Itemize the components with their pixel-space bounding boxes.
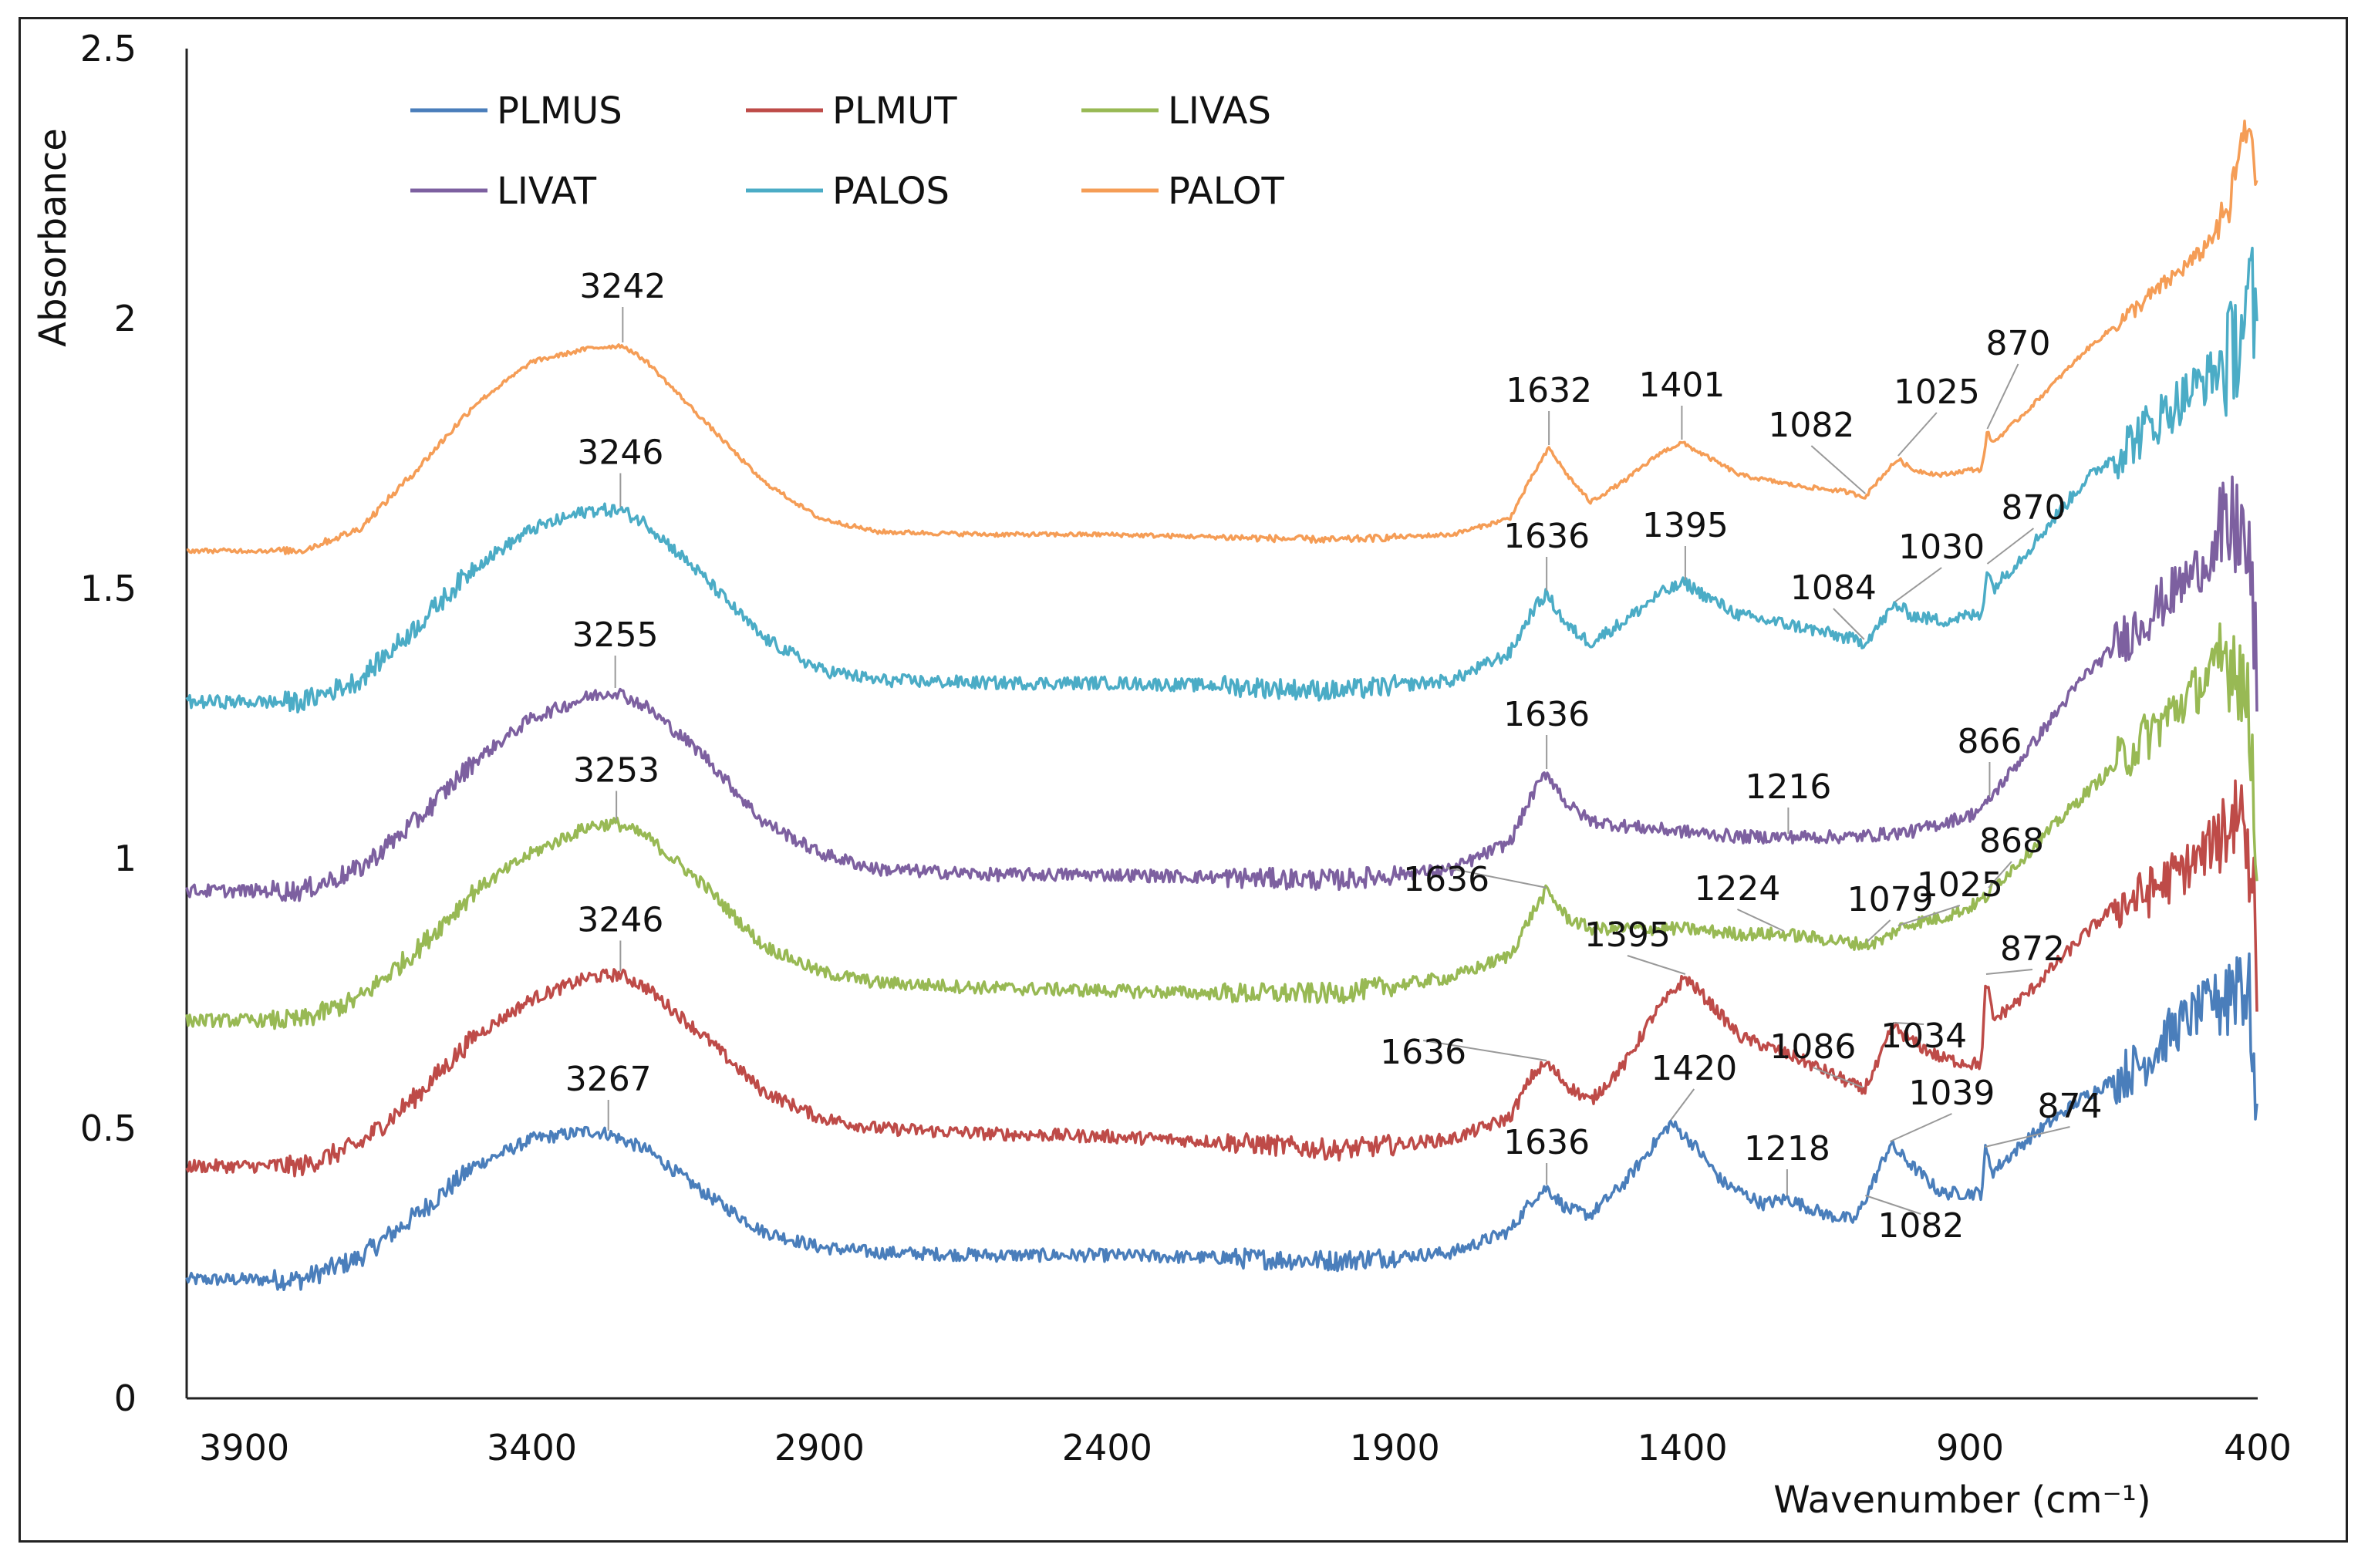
peak-label-872: 872 bbox=[2000, 929, 2065, 969]
peak-label-874: 874 bbox=[2037, 1087, 2102, 1126]
y-tick-label: 2 bbox=[114, 298, 137, 339]
peak-label-1216: 1216 bbox=[1745, 767, 1831, 807]
peak-label-1086: 1086 bbox=[1769, 1027, 1856, 1067]
annotation-leader bbox=[1866, 919, 1891, 942]
annotation-leader bbox=[1897, 412, 1938, 457]
annotation-leader bbox=[1737, 909, 1784, 932]
peak-label-1025: 1025 bbox=[1917, 865, 2003, 905]
peak-label-1395: 1395 bbox=[1584, 916, 1671, 955]
peak-label-1395: 1395 bbox=[1642, 506, 1729, 545]
annotation-leader bbox=[1810, 445, 1867, 494]
y-tick-label: 2.5 bbox=[80, 28, 137, 69]
series-line-livat bbox=[185, 475, 2258, 902]
annotation-leader bbox=[1893, 1022, 1924, 1025]
peak-label-1079: 1079 bbox=[1847, 880, 1934, 919]
annotation-leader bbox=[1986, 363, 2019, 430]
peak-label-1636: 1636 bbox=[1503, 517, 1590, 556]
peak-label-1084: 1084 bbox=[1790, 568, 1877, 608]
legend-label-palos: PALOS bbox=[832, 170, 950, 213]
peak-label-1218: 1218 bbox=[1744, 1129, 1830, 1168]
legend-label-palot: PALOT bbox=[1168, 170, 1285, 213]
annotation-leader bbox=[1833, 608, 1865, 640]
y-axis-title: Absorbance bbox=[32, 128, 75, 347]
series-line-livas bbox=[185, 622, 2258, 1030]
ftir-spectra-chart: 3900 3400 2900 2400 1900 1400 900 400 0 0.5 1 1.5 2 2… bbox=[32, 28, 2292, 1522]
annotation-leader bbox=[1670, 1088, 1695, 1121]
tick-labels: 3900 3400 2900 2400 1900 1400 900 400 0 0.5 1 1.5 2 2… bbox=[80, 28, 2292, 1469]
legend-label-livat: LIVAT bbox=[497, 170, 597, 213]
peak-label-3253: 3253 bbox=[573, 751, 659, 791]
peak-label-868: 868 bbox=[1979, 821, 2044, 861]
peak-label-1082: 1082 bbox=[1768, 406, 1854, 445]
series-line-palot bbox=[186, 120, 2258, 555]
peak-label-1636: 1636 bbox=[1503, 1123, 1590, 1162]
annotation-leader bbox=[1627, 955, 1686, 975]
annotation-leader bbox=[1988, 861, 2012, 889]
peak-label-3242: 3242 bbox=[579, 267, 666, 306]
x-axis-title: Wavenumber (cm⁻¹) bbox=[1773, 1479, 2151, 1522]
peak-label-1636: 1636 bbox=[1380, 1033, 1466, 1072]
peak-label-1636: 1636 bbox=[1403, 860, 1489, 899]
x-tick-label: 1900 bbox=[1350, 1427, 1440, 1469]
x-tick-label: 2400 bbox=[1062, 1427, 1152, 1469]
x-tick-label: 3400 bbox=[487, 1427, 577, 1469]
annotation-leader bbox=[1812, 1067, 1864, 1088]
legend-label-livas: LIVAS bbox=[1168, 89, 1271, 133]
peak-label-3246: 3246 bbox=[577, 901, 663, 940]
annotation-leader bbox=[1985, 1126, 2070, 1148]
annotation-leader bbox=[1445, 867, 1547, 889]
peak-label-3255: 3255 bbox=[572, 615, 659, 655]
y-tick-label: 0.5 bbox=[80, 1108, 137, 1149]
peak-label-1224: 1224 bbox=[1694, 869, 1780, 909]
peak-label-1082: 1082 bbox=[1877, 1206, 1964, 1246]
series-line-plmus bbox=[185, 952, 2258, 1292]
axes bbox=[185, 49, 2258, 1400]
peak-label-866: 866 bbox=[1957, 722, 2022, 761]
annotation-leader bbox=[1894, 567, 1942, 602]
annotation-leader bbox=[1865, 1195, 1921, 1215]
peak-label-3267: 3267 bbox=[565, 1060, 652, 1099]
annotation-leader bbox=[1985, 969, 2033, 975]
series-lines bbox=[185, 120, 2258, 1292]
peak-label-1632: 1632 bbox=[1506, 371, 1592, 410]
legend-label-plmut: PLMUT bbox=[832, 89, 957, 133]
annotation-leader bbox=[1986, 528, 2035, 565]
peak-label-1030: 1030 bbox=[1898, 528, 1985, 567]
y-tick-label: 1.5 bbox=[80, 568, 137, 609]
series-line-palos bbox=[185, 246, 2258, 714]
chart-frame: 3900 3400 2900 2400 1900 1400 900 400 0 0.5 1 1.5 2 2… bbox=[19, 17, 2348, 1543]
peak-label-1636: 1636 bbox=[1503, 695, 1590, 734]
annotation-leader bbox=[1422, 1040, 1547, 1061]
legend: PLMUS PLMUT LIVAS LIVAT PALOS PALOT bbox=[410, 89, 1285, 213]
peak-label-1025: 1025 bbox=[1894, 373, 1980, 412]
annotation-leader bbox=[1897, 905, 1961, 926]
series-line-plmut bbox=[185, 779, 2258, 1178]
peak-label-870: 870 bbox=[1985, 324, 2050, 363]
legend-label-plmus: PLMUS bbox=[497, 89, 622, 133]
x-tick-label: 400 bbox=[2224, 1427, 2292, 1469]
peak-label-870: 870 bbox=[2001, 488, 2066, 528]
x-tick-label: 3900 bbox=[199, 1427, 289, 1469]
peak-label-1420: 1420 bbox=[1651, 1049, 1737, 1088]
x-tick-label: 900 bbox=[1936, 1427, 2004, 1469]
peak-label-1401: 1401 bbox=[1638, 366, 1725, 405]
peak-label-3246: 3246 bbox=[577, 433, 663, 473]
annotation-leader bbox=[1890, 1113, 1952, 1142]
y-tick-label: 0 bbox=[114, 1377, 137, 1419]
x-tick-label: 2900 bbox=[774, 1427, 865, 1469]
y-tick-label: 1 bbox=[114, 838, 137, 879]
peak-label-1034: 1034 bbox=[1881, 1017, 1967, 1056]
x-tick-label: 1400 bbox=[1638, 1427, 1728, 1469]
peak-label-1039: 1039 bbox=[1908, 1074, 1995, 1113]
